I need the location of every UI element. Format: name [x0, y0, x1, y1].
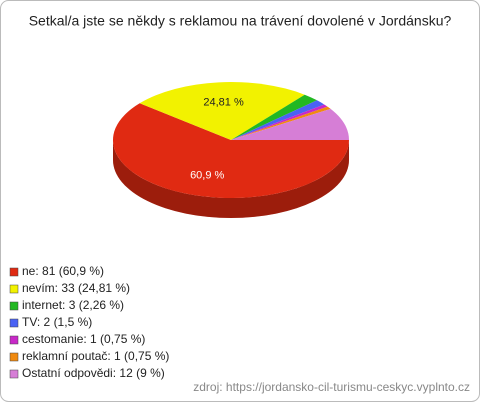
slice	[231, 94, 318, 140]
legend-label: cestomanie: 1 (0,75 %)	[22, 332, 145, 346]
slice	[112, 103, 349, 198]
slice	[231, 100, 325, 140]
slice-side-shade	[113, 140, 349, 218]
legend-label: Ostatní odpovědi: 12 (9 %)	[22, 366, 165, 380]
legend-label: reklamní poutač: 1 (0,75 %)	[22, 349, 169, 363]
data-label: 60,9 %	[190, 169, 224, 181]
legend-swatch	[9, 284, 19, 294]
legend: ne: 81 (60,9 %) nevím: 33 (24,81 %) intern…	[9, 264, 169, 380]
legend-label: internet: 3 (2,26 %)	[22, 298, 124, 312]
source: zdroj: https://jordansko-cil-turismu-ces…	[193, 380, 470, 394]
legend-swatch	[9, 369, 19, 379]
slice	[139, 82, 305, 140]
slice	[231, 106, 331, 140]
legend-label: ne: 81 (60,9 %)	[22, 264, 104, 278]
slice	[231, 108, 349, 140]
slice	[231, 104, 328, 140]
data-label: 24,81 %	[203, 96, 244, 108]
legend-swatch	[9, 267, 19, 277]
legend-label: TV: 2 (1,5 %)	[22, 315, 92, 329]
legend-swatch	[9, 301, 19, 311]
legend-swatch	[9, 318, 19, 328]
legend-swatch	[9, 335, 19, 345]
pie: 60,9 % 24,81 %	[112, 82, 349, 218]
legend-label: nevím: 33 (24,81 %)	[22, 281, 130, 295]
legend-swatch	[9, 352, 19, 362]
slice-side	[113, 140, 349, 218]
chart-title: Setkal/a jste se někdy s reklamou na trá…	[29, 13, 452, 29]
